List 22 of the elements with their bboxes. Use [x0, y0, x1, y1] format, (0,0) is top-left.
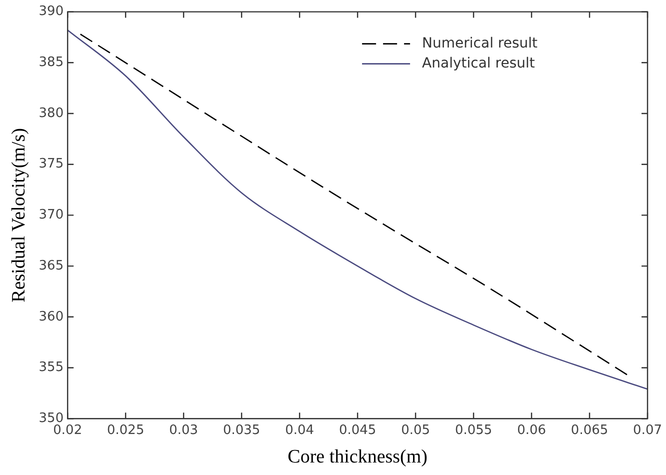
y-tick-label: 370: [38, 208, 64, 223]
y-tick-label: 355: [38, 360, 64, 376]
y-tick-label: 390: [38, 4, 64, 20]
x-tick-label: 0.04: [285, 422, 314, 438]
x-tick-label: 0.07: [633, 422, 662, 438]
x-tick-label: 0.045: [338, 422, 376, 438]
y-tick-label: 385: [38, 55, 64, 70]
y-tick-label: 380: [38, 106, 64, 121]
x-tick-label: 0.065: [570, 422, 608, 438]
legend-label: Numerical result: [422, 35, 538, 52]
legend-label: Analytical result: [422, 55, 536, 72]
x-tick-label: 0.035: [222, 422, 260, 438]
x-axis-title: Core thickness(m): [288, 446, 428, 468]
y-axis-title: Residual Velocity(m/s): [8, 128, 30, 302]
x-tick-label: 0.025: [106, 422, 144, 438]
x-tick-label: 0.055: [454, 422, 492, 438]
y-tick-label: 365: [38, 258, 64, 274]
x-tick-label: 0.05: [401, 422, 430, 438]
x-tick-label: 0.03: [169, 422, 198, 438]
y-tick-label: 375: [38, 156, 64, 172]
y-tick-label: 360: [38, 309, 64, 324]
x-tick-label: 0.06: [517, 422, 546, 438]
